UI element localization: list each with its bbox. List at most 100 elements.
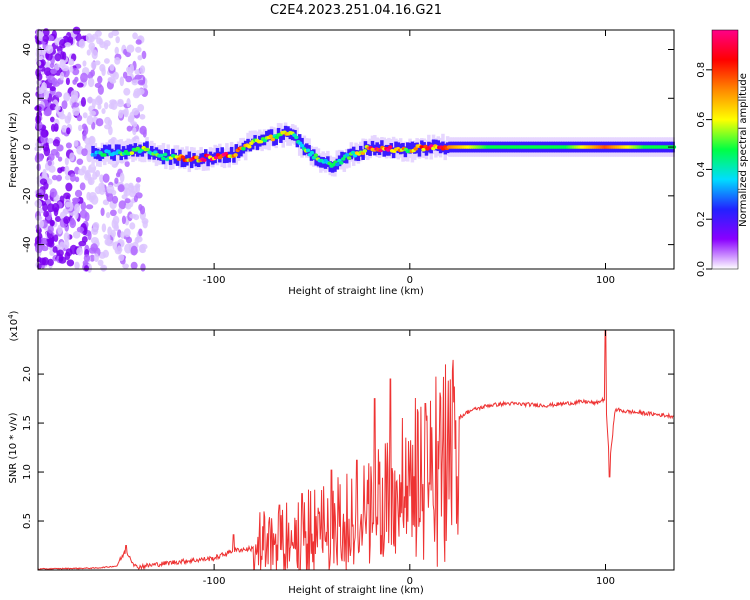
- ridge-band: [340, 151, 344, 163]
- noise-cell: [85, 204, 94, 210]
- noise-cell: [66, 127, 71, 135]
- x-tick-label: 0: [407, 576, 413, 587]
- noise-cell: [122, 263, 129, 269]
- ridge-band: [281, 129, 286, 140]
- noise-cell: [135, 184, 141, 193]
- noise-cell: [35, 215, 43, 221]
- noise-cell: [35, 79, 42, 86]
- noise-cell: [85, 33, 93, 43]
- noise-cell: [61, 124, 68, 133]
- noise-cell: [100, 207, 105, 217]
- noise-cell: [67, 36, 74, 43]
- ridge-band: [255, 139, 260, 150]
- x-tick-label: -100: [203, 275, 226, 286]
- noise-cell: [58, 113, 66, 120]
- ridge-core: [215, 153, 221, 157]
- ridge-band: [103, 144, 107, 156]
- ridge-band: [126, 145, 131, 156]
- noise-cell: [50, 219, 55, 227]
- noise-cell: [104, 124, 112, 130]
- noise-cell: [139, 125, 147, 135]
- noise-cell: [66, 259, 75, 267]
- noise-cell: [91, 98, 96, 109]
- noise-cell: [53, 196, 59, 203]
- noise-cell: [110, 229, 116, 238]
- noise-cell: [67, 111, 72, 122]
- noise-cell: [114, 177, 119, 184]
- noise-cell: [73, 140, 79, 147]
- ridge-core: [180, 155, 186, 159]
- noise-cell: [52, 202, 60, 213]
- noise-cell: [39, 219, 45, 228]
- noise-cell: [83, 125, 89, 136]
- noise-cell: [88, 135, 96, 145]
- noise-cell: [123, 228, 131, 238]
- noise-cell: [69, 173, 76, 182]
- noise-cell: [49, 62, 55, 69]
- ridge-core: [129, 151, 135, 155]
- ridge-band: [145, 141, 149, 153]
- noise-cell: [65, 142, 72, 149]
- noise-cell: [54, 215, 62, 222]
- noise-cell: [132, 127, 137, 136]
- ridge-band: [410, 141, 415, 153]
- noise-cell: [46, 137, 54, 144]
- noise-cell: [64, 174, 71, 181]
- noise-cell: [126, 97, 131, 108]
- noise-cell: [112, 71, 119, 80]
- ridge-core: [344, 152, 350, 157]
- colorbar-label: Normalized spectral amplitude: [738, 73, 749, 227]
- noise-cell: [86, 115, 94, 125]
- noise-cell: [72, 68, 80, 76]
- noise-cell: [117, 207, 123, 214]
- noise-cell: [42, 168, 47, 177]
- noise-cell: [72, 102, 80, 108]
- noise-cell: [74, 203, 80, 214]
- ridge-core: [327, 161, 332, 166]
- ridge-band: [403, 146, 408, 158]
- noise-cell: [58, 256, 67, 264]
- noise-cell: [45, 52, 53, 61]
- noise-cell: [138, 244, 146, 253]
- noise-cell: [138, 203, 143, 211]
- noise-cell: [69, 244, 78, 255]
- noise-cell: [93, 253, 99, 263]
- noise-cell: [128, 184, 135, 193]
- noise-cell: [47, 160, 52, 166]
- noise-cell: [59, 71, 65, 81]
- noise-cell: [96, 95, 102, 104]
- noise-cell: [43, 67, 52, 76]
- noise-cell: [142, 83, 148, 90]
- noise-cell: [97, 103, 102, 110]
- noise-cell: [43, 109, 52, 117]
- noise-cell: [61, 100, 68, 110]
- snr-y-scale-suffix: ): [9, 310, 20, 314]
- noise-cell: [83, 254, 91, 263]
- ridge-band: [220, 147, 224, 158]
- noise-cell: [129, 222, 136, 230]
- ridge-band: [274, 134, 278, 146]
- noise-cell: [68, 58, 75, 66]
- ridge-band: [286, 126, 290, 138]
- ridge-band: [380, 140, 384, 151]
- noise-cell: [130, 261, 138, 270]
- noise-cell: [42, 35, 50, 43]
- noise-cell: [81, 165, 87, 173]
- snr-background: [38, 330, 674, 570]
- colorbar-tick-label: 0.0: [696, 261, 707, 277]
- ridge-core: [213, 155, 219, 160]
- snr-y-scale-prefix: (x10: [9, 319, 20, 342]
- ridge-core: [135, 146, 141, 151]
- ridge-core: [176, 157, 182, 161]
- noise-cell: [139, 65, 146, 74]
- noise-cell: [60, 50, 65, 60]
- colorbar-tick-label: 0.6: [696, 112, 707, 128]
- ridge-band: [269, 129, 274, 140]
- noise-cell: [107, 226, 112, 236]
- noise-cell: [63, 92, 71, 102]
- figure-title: C2E4.2023.251.04.16.G21: [270, 3, 442, 18]
- noise-cell: [42, 142, 50, 152]
- noise-cell: [134, 236, 140, 245]
- noise-cell: [104, 102, 109, 110]
- ridge-halo: [91, 147, 95, 168]
